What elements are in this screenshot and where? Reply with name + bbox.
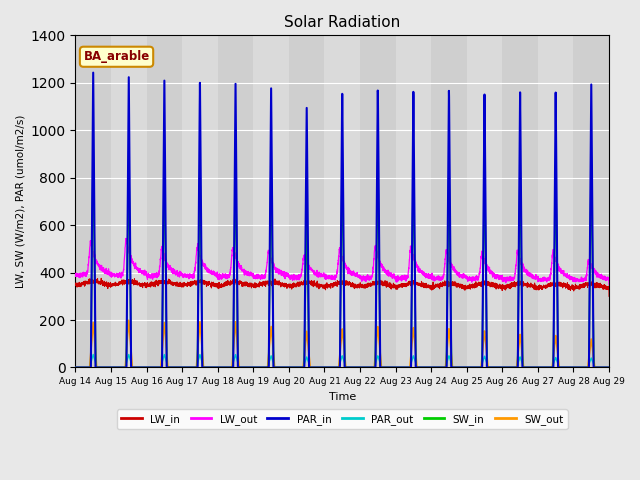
Title: Solar Radiation: Solar Radiation [284,15,401,30]
Bar [324,36,360,368]
Bar [147,36,182,368]
Bar [467,36,502,368]
Y-axis label: LW, SW (W/m2), PAR (umol/m2/s): LW, SW (W/m2), PAR (umol/m2/s) [15,115,25,288]
Bar [253,36,289,368]
Bar [538,36,573,368]
X-axis label: Time: Time [328,392,356,402]
Bar [502,36,538,368]
Bar [182,36,218,368]
Bar [573,36,609,368]
Bar [360,36,396,368]
Bar [111,36,147,368]
Text: BA_arable: BA_arable [83,50,150,63]
Bar [396,36,431,368]
Bar [218,36,253,368]
Bar [289,36,324,368]
Bar [76,36,111,368]
Legend: LW_in, LW_out, PAR_in, PAR_out, SW_in, SW_out: LW_in, LW_out, PAR_in, PAR_out, SW_in, S… [117,409,568,429]
Bar [431,36,467,368]
